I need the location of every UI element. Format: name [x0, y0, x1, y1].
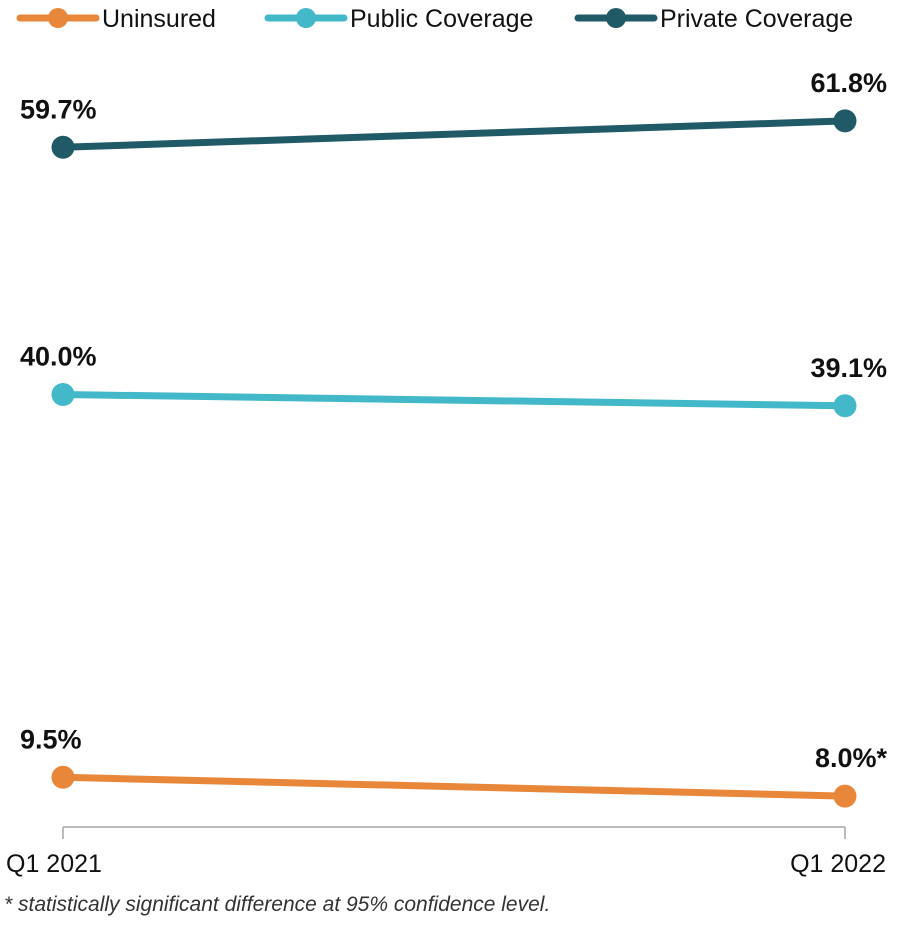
- series-public-coverage: [51, 383, 857, 418]
- series-line: [62, 773, 846, 800]
- data-labels: 9.5% 8.0%* 40.0% 39.1% 59.7% 61.8%: [20, 68, 887, 773]
- data-label: 39.1%: [810, 353, 887, 383]
- x-axis: Q1 2021 Q1 2022: [6, 826, 886, 878]
- legend-item-uninsured: Uninsured: [16, 5, 216, 33]
- series-uninsured: [51, 765, 857, 808]
- legend-item-private-coverage: Private Coverage: [574, 5, 853, 33]
- series-group: [51, 109, 857, 808]
- data-label: 61.8%: [810, 68, 887, 98]
- legend-item-public-coverage: Public Coverage: [264, 5, 533, 33]
- legend-swatch-marker: [296, 8, 316, 28]
- data-point: [51, 765, 75, 789]
- data-point: [51, 135, 75, 159]
- legend-swatch-marker: [606, 8, 626, 28]
- data-point: [833, 394, 857, 418]
- data-point: [833, 784, 857, 808]
- data-label: 9.5%: [20, 724, 82, 754]
- legend: Uninsured Public Coverage Private Coverage: [16, 5, 853, 33]
- data-label: 8.0%*: [815, 743, 888, 773]
- line-chart: Uninsured Public Coverage Private Coverage…: [6, 5, 887, 878]
- x-tick-label: Q1 2021: [6, 850, 102, 878]
- series-line: [62, 117, 846, 151]
- x-tick-label: Q1 2022: [790, 850, 886, 878]
- data-label: 59.7%: [20, 94, 97, 124]
- series-private-coverage: [51, 109, 857, 159]
- legend-label: Uninsured: [102, 5, 216, 33]
- data-point: [51, 383, 75, 406]
- legend-swatch-marker: [48, 8, 68, 28]
- legend-label: Public Coverage: [350, 5, 533, 33]
- legend-label: Private Coverage: [660, 5, 853, 33]
- data-label: 40.0%: [20, 342, 97, 372]
- data-point: [833, 109, 857, 133]
- footnote: * statistically significant difference a…: [4, 893, 551, 916]
- series-line: [62, 391, 846, 410]
